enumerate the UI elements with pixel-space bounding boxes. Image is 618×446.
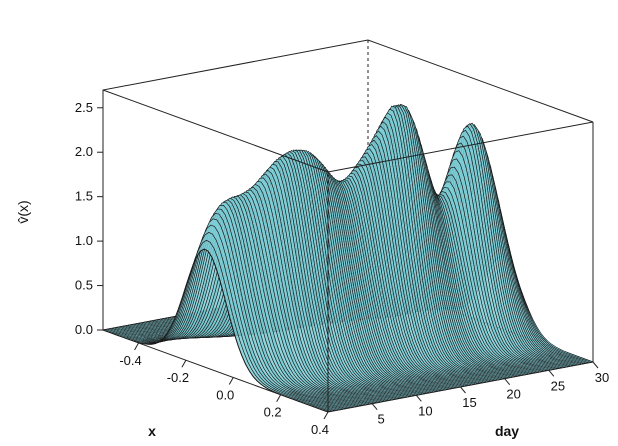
day-tick-label: 30 bbox=[595, 370, 609, 385]
day-tick bbox=[548, 370, 555, 377]
y-axis-title: v̂(x) bbox=[15, 200, 31, 223]
z-tick-label: 0.5 bbox=[75, 278, 93, 293]
day-tick bbox=[460, 386, 466, 394]
x-tick bbox=[323, 411, 329, 420]
x-tick bbox=[276, 394, 282, 402]
day-axis: 5 10 15 20 25 30 bbox=[371, 361, 609, 427]
day-tick-label: 20 bbox=[506, 387, 520, 402]
x-tick bbox=[134, 342, 139, 351]
day-tick-label: 25 bbox=[551, 378, 565, 393]
x-tick-label: -0.4 bbox=[119, 353, 141, 368]
x-tick-label: 0.4 bbox=[311, 422, 329, 437]
day-tick bbox=[592, 361, 599, 369]
day-axis-title: day bbox=[495, 423, 519, 439]
x-tick-label: -0.2 bbox=[167, 370, 189, 385]
front-frame-top bbox=[102, 89, 594, 173]
day-tick-label: 10 bbox=[418, 403, 432, 418]
z-tick-label: 0.0 bbox=[75, 322, 93, 337]
x-tick-label: 0.0 bbox=[216, 387, 234, 402]
day-tick bbox=[371, 403, 378, 410]
x-axis-title: x bbox=[148, 423, 156, 439]
day-tick bbox=[415, 395, 422, 402]
z-tick-label: 1.0 bbox=[75, 233, 93, 248]
z-axis: 0.0 0.5 1.0 1.5 2.0 2.5 bbox=[75, 100, 103, 337]
day-tick bbox=[504, 378, 511, 385]
z-tick-label: 2.0 bbox=[75, 144, 93, 159]
x-tick-label: 0.2 bbox=[264, 405, 282, 420]
surface-plot bbox=[101, 104, 595, 413]
x-tick bbox=[228, 377, 234, 385]
x-tick bbox=[181, 359, 187, 368]
z-tick-label: 2.5 bbox=[75, 100, 93, 115]
day-tick-label: 5 bbox=[378, 412, 385, 427]
day-tick-label: 15 bbox=[462, 395, 476, 410]
z-tick-label: 1.5 bbox=[75, 189, 93, 204]
x-axis: -0.4 -0.2 0.0 0.2 0.4 bbox=[119, 342, 329, 437]
